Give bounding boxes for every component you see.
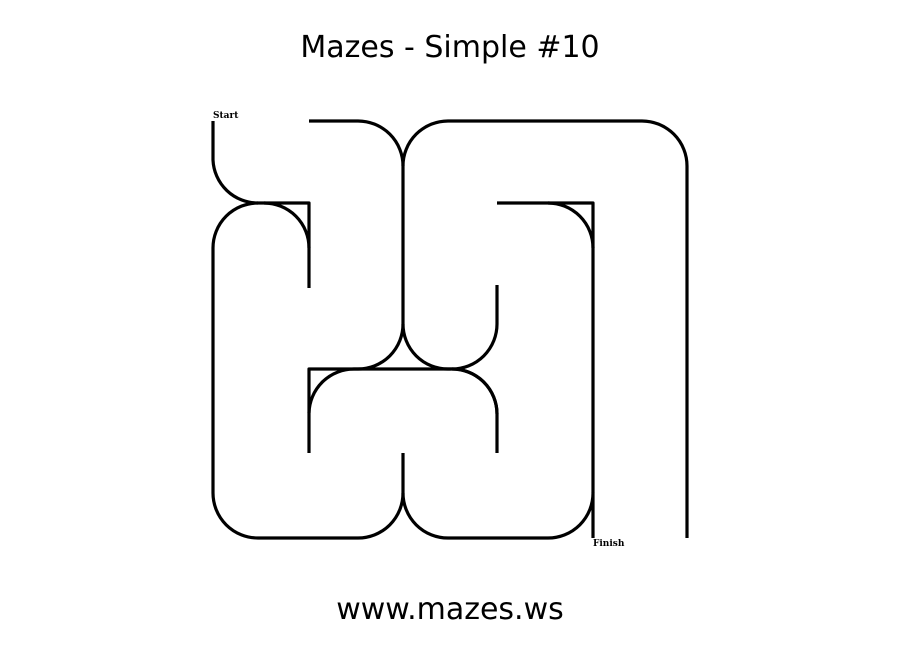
maze-wall	[211, 201, 405, 540]
maze-wall	[547, 201, 595, 249]
maze-wall	[211, 121, 259, 205]
maze-wall	[497, 201, 595, 493]
start-label: Start	[213, 111, 239, 121]
maze-wall	[451, 367, 499, 415]
maze-walls	[211, 119, 689, 540]
maze-wall	[401, 119, 689, 538]
maze-wall	[307, 119, 405, 453]
maze-wall	[401, 285, 499, 371]
maze-wall	[401, 491, 595, 540]
page-title: Mazes - Simple #10	[300, 30, 600, 65]
site-url: www.mazes.ws	[336, 592, 564, 627]
maze-wall	[263, 201, 311, 249]
finish-label: Finish	[593, 539, 625, 549]
maze-wall	[307, 367, 499, 453]
